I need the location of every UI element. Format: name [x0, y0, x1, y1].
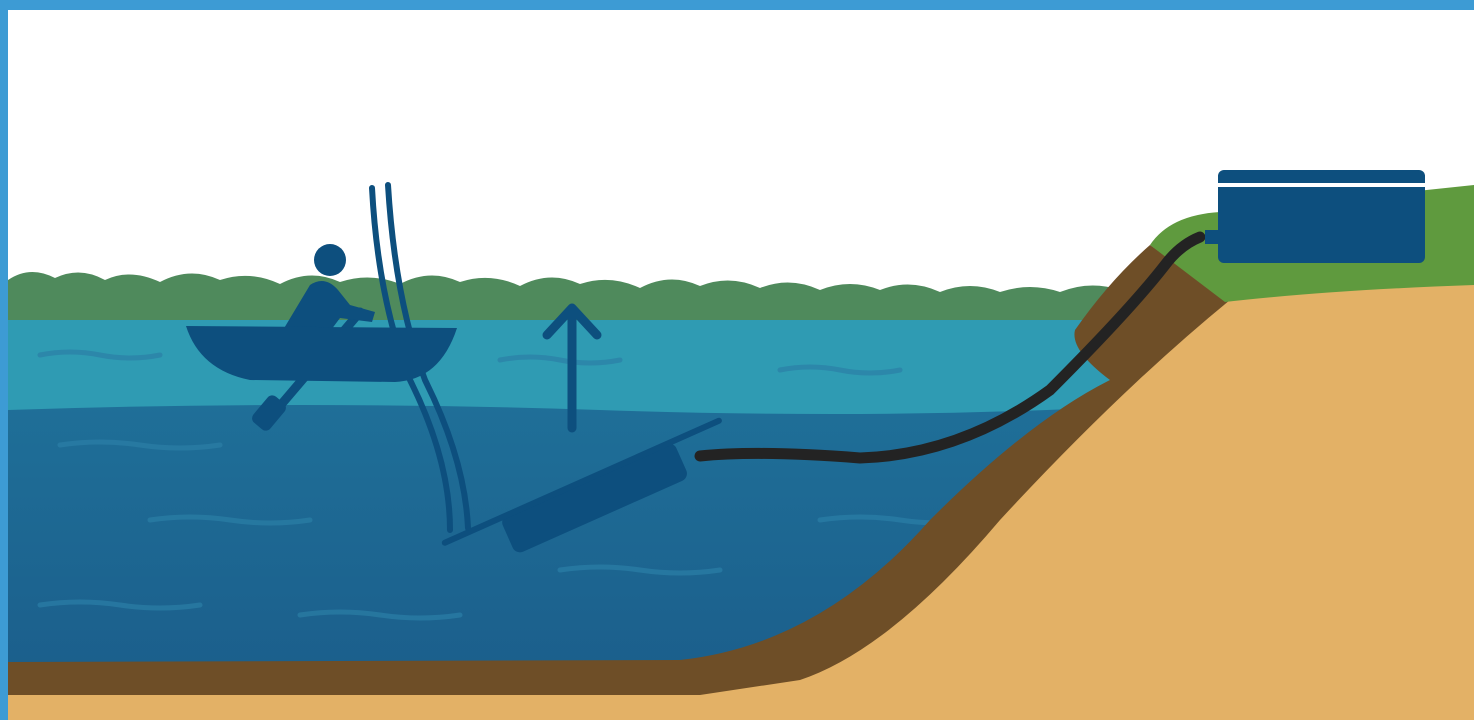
- wave: [147, 514, 313, 526]
- sand: [8, 280, 1474, 720]
- frame-top: [0, 0, 1474, 10]
- wave: [37, 349, 163, 361]
- person-head: [314, 244, 346, 276]
- boat: [186, 326, 457, 382]
- rope: [385, 182, 471, 531]
- pump-body: [502, 443, 687, 553]
- wave: [57, 439, 223, 451]
- arrow-head: [542, 303, 602, 340]
- wave: [37, 599, 203, 611]
- wave: [297, 609, 463, 621]
- water-surface: [8, 320, 1148, 420]
- bank: [8, 245, 1230, 695]
- pump-rail: [441, 417, 722, 546]
- wave: [497, 354, 623, 366]
- pump: [441, 417, 722, 553]
- box-stripe: [1218, 183, 1425, 187]
- tree-line: [8, 271, 1120, 322]
- rope: [369, 185, 453, 533]
- oar-blade: [252, 395, 286, 431]
- control-box: [1218, 170, 1425, 263]
- wave: [777, 364, 903, 376]
- waves: [37, 349, 983, 621]
- frame-left: [0, 0, 8, 720]
- wave: [557, 564, 723, 576]
- ropes: [369, 182, 471, 533]
- box-connector: [1205, 230, 1219, 244]
- lift-arrow: [542, 303, 602, 433]
- hose: [694, 231, 1206, 464]
- person-body: [280, 281, 375, 338]
